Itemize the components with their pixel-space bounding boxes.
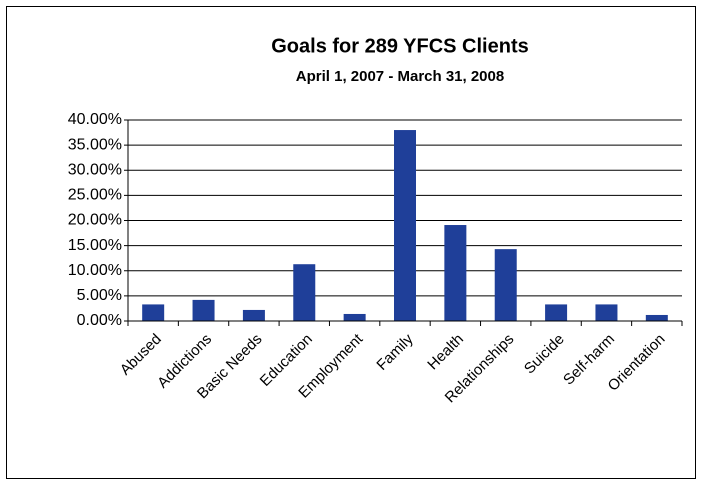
bar	[444, 225, 467, 321]
chart-subtitle: April 1, 2007 - March 31, 2008	[296, 68, 504, 85]
bar	[545, 304, 568, 321]
bar	[142, 304, 165, 321]
bar	[192, 299, 215, 321]
bar	[394, 130, 416, 321]
bar	[343, 313, 366, 321]
y-tick-label: 10.00%	[68, 262, 122, 279]
y-tick-label: 40.00%	[68, 111, 122, 128]
bar	[242, 309, 265, 321]
bar	[494, 249, 517, 321]
y-tick-label: 15.00%	[68, 237, 122, 254]
y-tick-label: 30.00%	[68, 161, 122, 178]
chart-title: Goals for 289 YFCS Clients	[271, 35, 529, 57]
bar	[293, 264, 316, 321]
chart-border	[6, 6, 696, 479]
y-tick-label: 25.00%	[68, 187, 122, 204]
y-tick-label: 5.00%	[77, 287, 122, 304]
y-tick-label: 35.00%	[68, 136, 122, 153]
bar	[645, 314, 668, 321]
y-tick-label: 20.00%	[68, 212, 122, 229]
y-tick-label: 0.00%	[77, 312, 122, 329]
bar	[595, 304, 618, 321]
